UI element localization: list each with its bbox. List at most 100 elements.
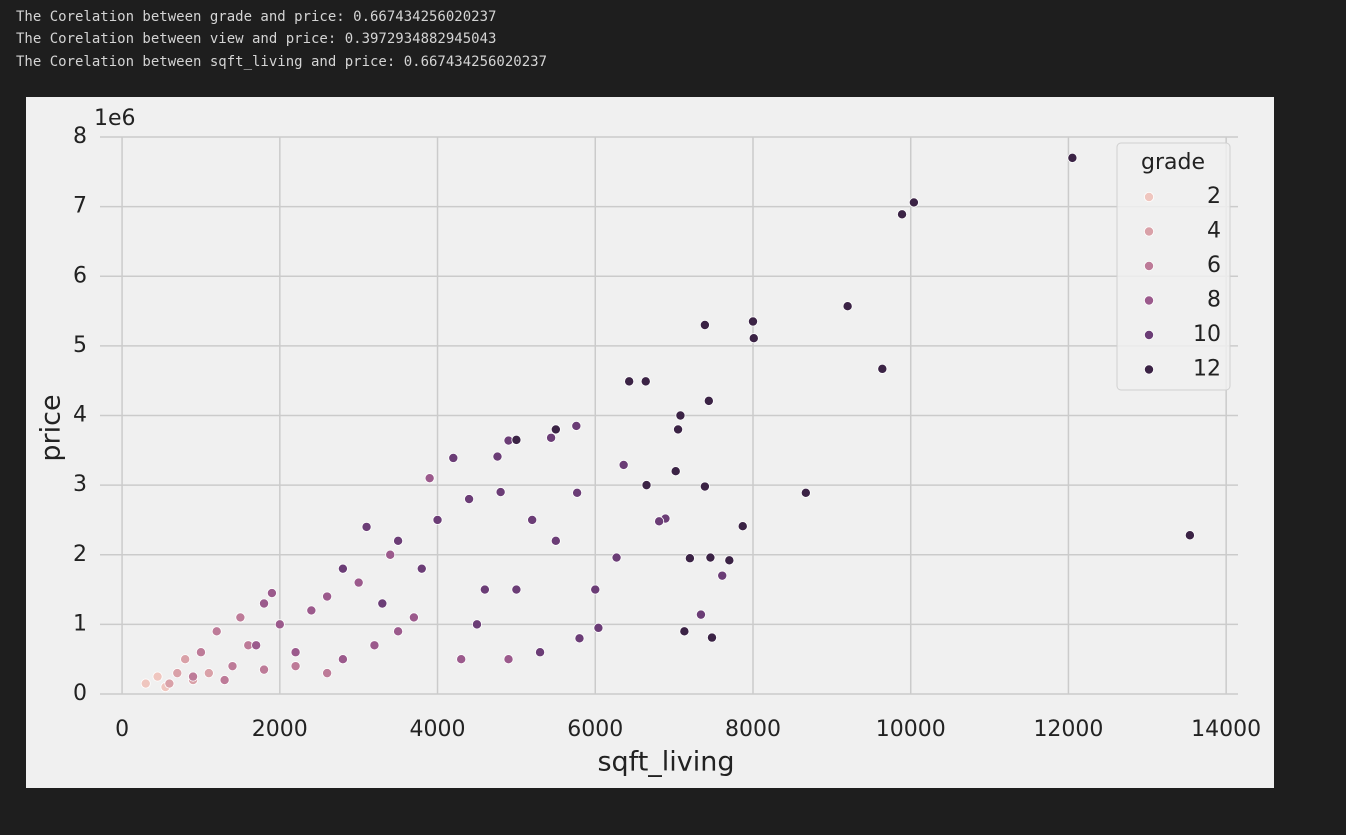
point [152,671,163,682]
point [800,487,811,498]
point [574,633,585,644]
point [448,452,459,463]
point [618,459,629,470]
figure [26,97,1274,788]
point [877,363,888,374]
legend-box [1116,142,1231,391]
point [408,612,419,623]
y-tick-label: 8 [73,124,87,149]
series [140,671,171,693]
point [684,553,695,564]
legend-label: 8 [1207,288,1221,313]
point [164,678,175,689]
y-tick-label: 6 [73,263,87,288]
point [306,605,317,616]
legend-marker [1144,295,1155,306]
point [259,598,270,609]
point [546,432,557,443]
point [172,668,183,679]
point [842,301,853,312]
point [479,584,490,595]
point [675,410,686,421]
point [527,514,538,525]
point [251,640,262,651]
legend-label: 6 [1207,253,1221,278]
point [266,588,277,599]
point [747,316,758,327]
point [641,480,652,491]
point [908,197,919,208]
point [227,661,238,672]
point [699,481,710,492]
point [203,668,214,679]
point [705,552,716,563]
point [290,647,301,658]
point [679,626,690,637]
point [274,619,285,630]
y-tick-label: 1 [73,611,87,636]
point [337,563,348,574]
point [495,487,506,498]
point [640,376,651,387]
point [897,209,908,220]
point [550,535,561,546]
point [393,535,404,546]
y-tick-label: 7 [73,194,87,219]
point [699,319,710,330]
point [492,451,503,462]
point [695,609,706,620]
series [251,473,514,665]
point [1184,530,1195,541]
y-tick-label: 2 [73,542,87,567]
x-tick-label: 0 [115,717,129,742]
legend-marker [1144,364,1155,375]
point [322,668,333,679]
x-tick-label: 14000 [1191,717,1261,742]
y-axis-label: price [36,394,67,461]
point [673,424,684,435]
point [706,632,717,643]
point [180,654,191,665]
x-tick-label: 4000 [410,717,466,742]
point [219,675,230,686]
point [393,626,404,637]
point [572,487,583,498]
point [361,521,372,532]
series [337,420,728,658]
point [211,626,222,637]
y-tick-label: 0 [73,681,87,706]
point [385,549,396,560]
point [1067,152,1078,163]
point [535,647,546,658]
x-tick-label: 10000 [876,717,946,742]
point [377,598,388,609]
y-tick-label: 4 [73,403,87,428]
point [654,516,665,527]
point [737,521,748,532]
legend-marker [1144,191,1155,202]
point [670,466,681,477]
x-tick-label: 6000 [567,717,623,742]
point [432,514,443,525]
point [369,640,380,651]
legend-label: 12 [1193,357,1221,382]
output-line: The Corelation between grade and price: … [16,9,496,25]
x-axis-label: sqft_living [597,747,734,778]
point [611,552,622,563]
point [464,494,475,505]
y-offset-label: 1e6 [94,106,136,131]
point [259,664,270,675]
point [717,570,728,581]
point [290,661,301,672]
point [511,434,522,445]
point [503,654,514,665]
point [353,577,364,588]
point [235,612,246,623]
legend-label: 10 [1193,322,1221,347]
x-tick-label: 8000 [725,717,781,742]
point [624,376,635,387]
x-tick-label: 12000 [1033,717,1103,742]
point [337,654,348,665]
point [593,622,604,633]
